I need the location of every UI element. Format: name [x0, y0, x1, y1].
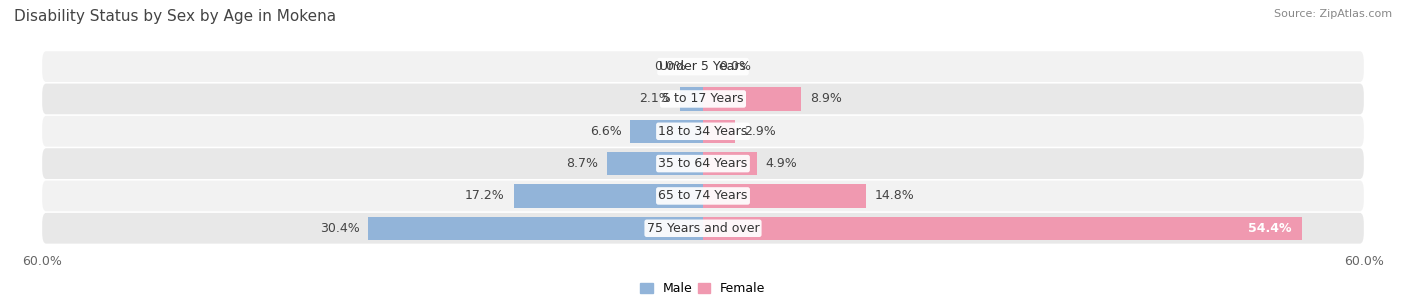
Bar [630, 120, 703, 143]
Bar [513, 184, 703, 208]
Text: 75 Years and over: 75 Years and over [647, 222, 759, 235]
Text: 6.6%: 6.6% [589, 125, 621, 138]
Bar [703, 152, 756, 175]
Bar [681, 87, 703, 111]
Text: Disability Status by Sex by Age in Mokena: Disability Status by Sex by Age in Moken… [14, 9, 336, 24]
FancyBboxPatch shape [42, 148, 1364, 179]
FancyBboxPatch shape [42, 116, 1364, 147]
FancyBboxPatch shape [42, 84, 1364, 114]
FancyBboxPatch shape [42, 51, 1364, 82]
Text: 30.4%: 30.4% [319, 222, 360, 235]
Text: 0.0%: 0.0% [720, 60, 752, 73]
Bar [368, 217, 703, 240]
Text: 2.9%: 2.9% [744, 125, 776, 138]
Text: 4.9%: 4.9% [766, 157, 797, 170]
Legend: Male, Female: Male, Female [636, 277, 770, 300]
Bar [703, 87, 801, 111]
Text: 0.0%: 0.0% [654, 60, 686, 73]
Text: 54.4%: 54.4% [1247, 222, 1291, 235]
Text: 35 to 64 Years: 35 to 64 Years [658, 157, 748, 170]
Bar [607, 152, 703, 175]
Text: 18 to 34 Years: 18 to 34 Years [658, 125, 748, 138]
FancyBboxPatch shape [42, 181, 1364, 211]
Text: 8.7%: 8.7% [567, 157, 599, 170]
Text: 65 to 74 Years: 65 to 74 Years [658, 189, 748, 202]
Text: 17.2%: 17.2% [465, 189, 505, 202]
Text: 2.1%: 2.1% [640, 92, 671, 105]
FancyBboxPatch shape [42, 213, 1364, 244]
Text: 5 to 17 Years: 5 to 17 Years [662, 92, 744, 105]
Text: 14.8%: 14.8% [875, 189, 914, 202]
Text: Source: ZipAtlas.com: Source: ZipAtlas.com [1274, 9, 1392, 19]
Bar [703, 184, 866, 208]
Text: 8.9%: 8.9% [810, 92, 842, 105]
Text: Under 5 Years: Under 5 Years [659, 60, 747, 73]
Bar [703, 120, 735, 143]
Bar [703, 217, 1302, 240]
